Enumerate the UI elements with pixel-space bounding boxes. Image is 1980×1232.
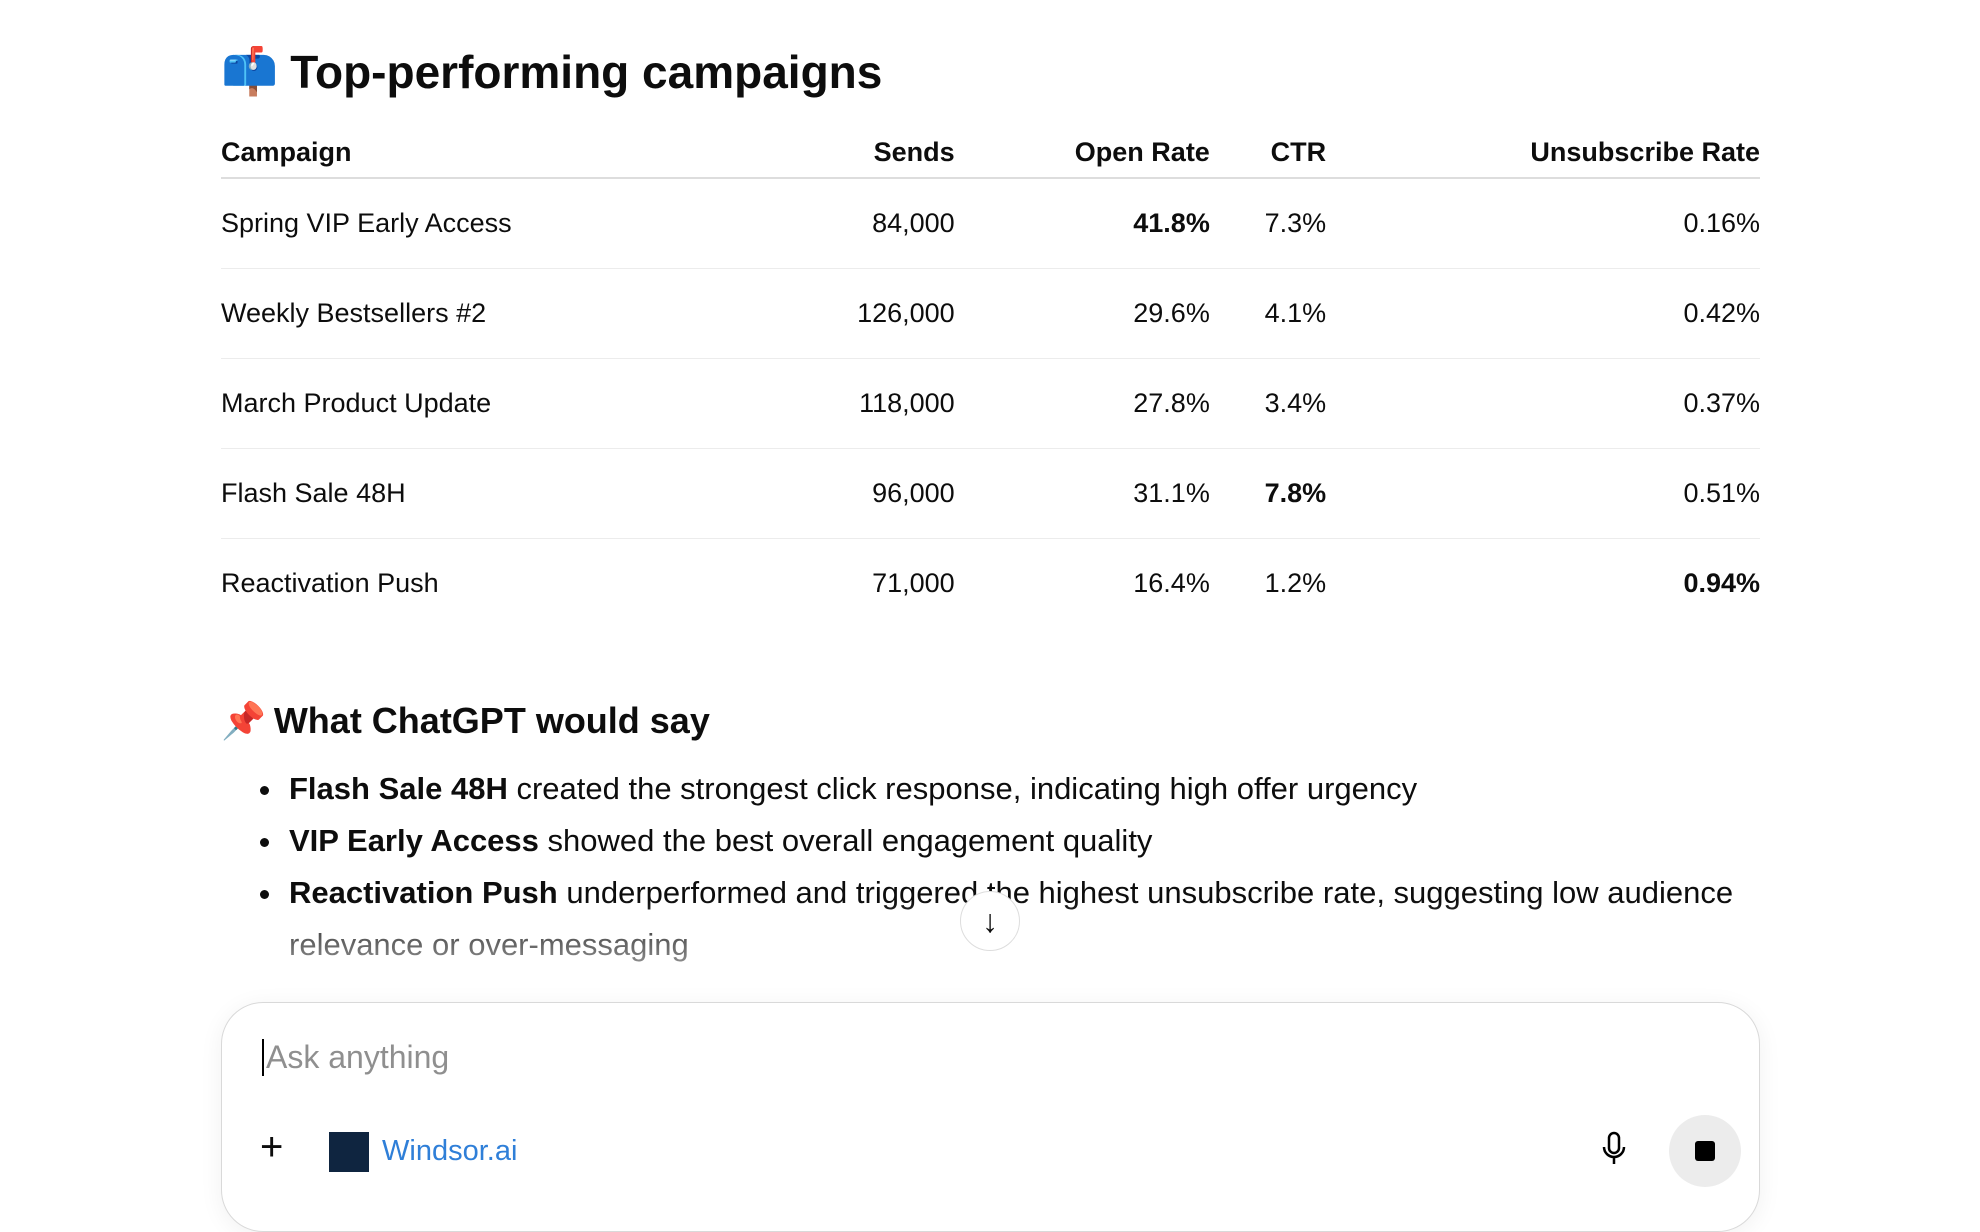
list-item: VIP Early Access showed the best overall… [285, 815, 1743, 867]
cell: 118,000 [770, 358, 955, 449]
col-unsub: Unsubscribe Rate [1326, 128, 1760, 179]
add-button[interactable]: + [260, 1125, 283, 1170]
cell: 126,000 [770, 268, 955, 359]
table-row: Weekly Bestsellers #2 126,000 29.6% 4.1% 0.4… [221, 268, 1760, 359]
stop-icon [1695, 1141, 1715, 1161]
bullet-text: created the strongest click response, in… [507, 771, 1418, 806]
cell: 29.6% [954, 268, 1210, 359]
cell: 0.94% [1683, 567, 1760, 598]
col-sends: Sends [770, 128, 955, 179]
cell: 4.1% [1209, 268, 1327, 359]
cell: 1.2% [1264, 567, 1327, 598]
bullet-bold: VIP Early Access [289, 823, 539, 858]
microphone-icon [1602, 1131, 1626, 1164]
table-row: Spring VIP Early Access 84,000 41.8% 7.3% 0.… [221, 178, 1760, 269]
cell: 3.4% [1209, 358, 1327, 449]
cell: March Product Update [221, 358, 771, 449]
cell: 71,000 [872, 567, 955, 598]
cell: Spring VIP Early Access [221, 178, 771, 269]
table-row: Flash Sale 48H 96,000 31.1% 7.8% 0.51% [221, 448, 1760, 539]
arrow-down-icon: ↓ [982, 902, 998, 939]
section-heading-campaigns: 📫 Top-performing campaigns [221, 44, 882, 99]
plus-icon: + [260, 1125, 284, 1169]
cell: 16.4% [1133, 567, 1210, 598]
col-open-rate: Open Rate [954, 128, 1210, 179]
cell: Flash Sale 48H [221, 448, 771, 539]
cell: 84,000 [770, 178, 955, 269]
col-ctr: CTR [1209, 128, 1327, 179]
cell: 0.37% [1326, 358, 1760, 449]
col-campaign: Campaign [221, 128, 771, 179]
cell: 41.8% [954, 178, 1210, 269]
cell: Reactivation Push [221, 567, 439, 598]
table-row: Reactivation Push 71,000 16.4% 1.2% 0.94% [221, 538, 1760, 628]
connector-link[interactable]: Windsor.ai [382, 1135, 518, 1167]
bullet-text: showed the best overall engagement quali… [538, 823, 1153, 858]
heading-text: Top-performing campaigns [290, 45, 883, 98]
cell: 0.42% [1326, 268, 1760, 359]
windsor-logo [329, 1132, 369, 1172]
cell: 0.51% [1326, 448, 1760, 539]
heading-text: What ChatGPT would say [273, 700, 710, 741]
cell: 7.3% [1209, 178, 1327, 269]
scroll-down-button[interactable]: ↓ [960, 891, 1020, 951]
table-row: March Product Update 118,000 27.8% 3.4% 0.37… [221, 358, 1760, 449]
cell: 0.16% [1326, 178, 1760, 269]
campaigns-table: Campaign Sends Open Rate CTR Unsubscribe… [221, 128, 1760, 628]
prompt-input[interactable]: Ask anything [262, 1039, 449, 1076]
stop-button[interactable] [1669, 1115, 1741, 1187]
microphone-button[interactable] [1600, 1131, 1628, 1175]
cell: 27.8% [954, 358, 1210, 449]
cell: 31.1% [954, 448, 1210, 539]
cell: Weekly Bestsellers #2 [221, 268, 771, 359]
section-heading-summary: 📌 What ChatGPT would say [221, 700, 710, 742]
cell: 7.8% [1209, 448, 1327, 539]
bullet-bold: Flash Sale 48H [289, 771, 508, 806]
pushpin-icon: 📌 [221, 700, 266, 741]
cell: 96,000 [770, 448, 955, 539]
mailbox-icon: 📫 [221, 45, 279, 97]
composer: Ask anything + Windsor.ai [221, 1002, 1760, 1232]
list-item: Flash Sale 48H created the strongest cli… [285, 763, 1743, 815]
